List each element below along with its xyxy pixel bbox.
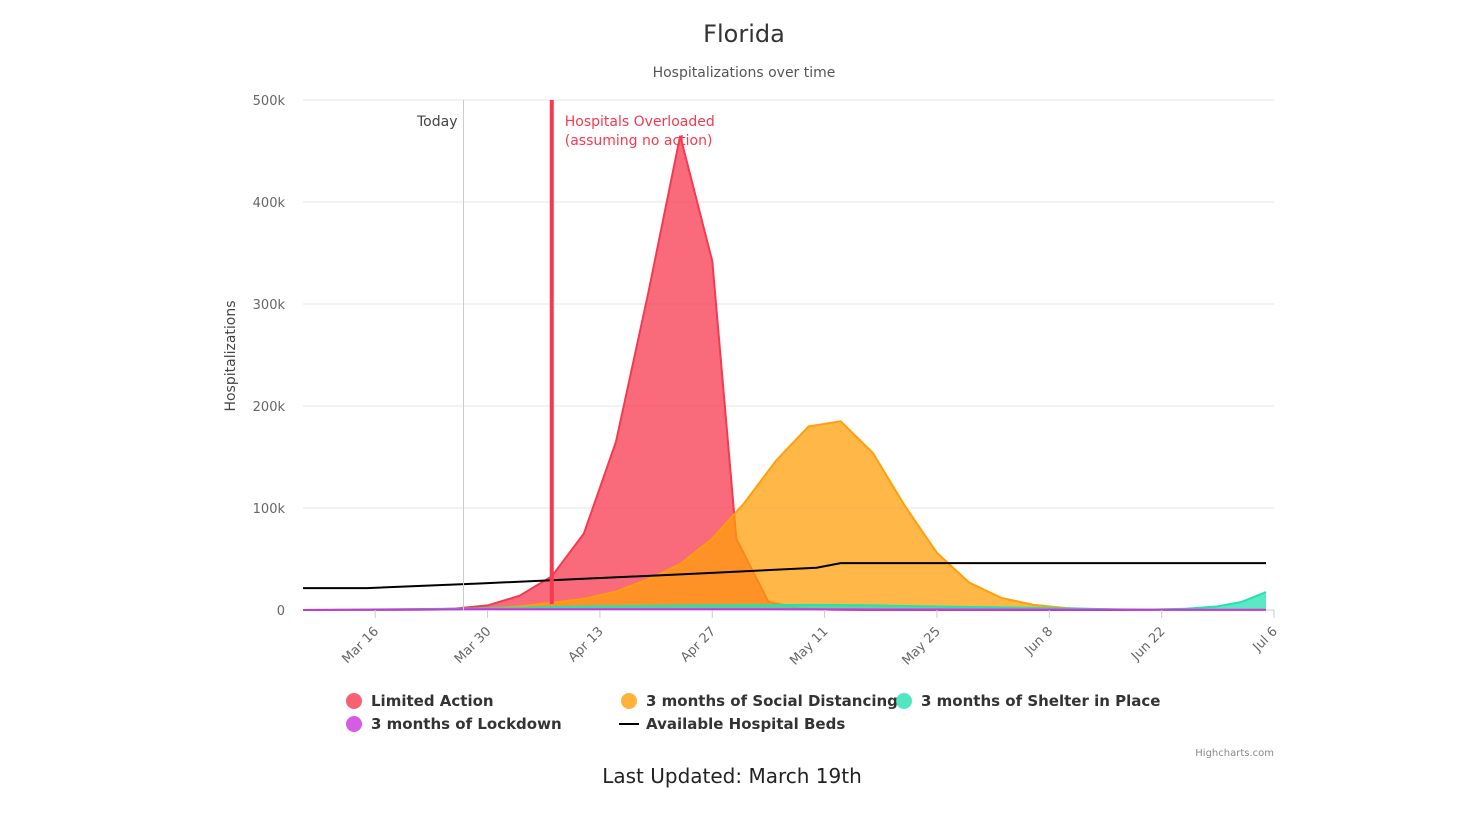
legend-label: Limited Action [371,692,494,710]
series-line-3-months-of-shelter-in-place [302,591,1267,611]
legend-item-available-hospital-beds[interactable]: Available Hospital Beds [619,715,845,733]
legend-item-limited-action[interactable]: Limited Action [346,692,494,710]
legend-item-3-months-of-shelter-in-place[interactable]: 3 months of Shelter in Place [896,692,1160,710]
series-line-available-hospital-beds [303,562,1266,590]
y-tick-label: 200k [253,400,286,415]
legend-circle-symbol [896,693,912,709]
legend-label: 3 months of Social Distancing [646,692,898,710]
legend-label: 3 months of Lockdown [371,715,562,733]
x-tick-label: May 25 [900,624,944,668]
y-tick-label: 0 [277,604,285,619]
y-tick-label: 400k [253,196,286,211]
y-tick-label: 500k [253,94,286,109]
x-tick-label: Mar 30 [452,624,495,667]
legend-circle-symbol [621,693,637,709]
overload-label: Hospitals Overloaded [565,114,715,130]
legend-label: 3 months of Shelter in Place [921,692,1160,710]
x-tick-label: Apr 27 [678,624,719,665]
legend-label: Available Hospital Beds [646,715,845,733]
legend-circle-symbol [346,716,362,732]
overload-label: (assuming no action) [565,133,713,149]
series-area-3-months-of-shelter-in-place [303,592,1266,610]
y-tick-label: 300k [253,298,286,313]
x-tick-label: Jun 22 [1128,624,1168,664]
x-tick-label: Mar 16 [339,624,382,667]
chart-title: Florida [703,20,785,48]
legend-item-3-months-of-social-distancing[interactable]: 3 months of Social Distancing [621,692,898,710]
x-tick-label: Jun 8 [1022,624,1056,658]
y-axis-title: Hospitalizations [223,300,239,411]
x-tick-label: Jul 6 [1250,624,1281,655]
today-label: Today [416,114,458,130]
last-updated-text: Last Updated: March 19th [602,764,862,788]
y-tick-label: 100k [253,502,286,517]
legend: Limited Action 3 months of Social Distanc… [346,692,1160,733]
legend-circle-symbol [346,693,362,709]
series-line-3-months-of-lockdown [302,608,1267,611]
legend-item-3-months-of-lockdown[interactable]: 3 months of Lockdown [346,715,562,733]
series-layer [302,135,1267,611]
highcharts-credits[interactable]: Highcharts.com [1195,748,1274,759]
series-area-3-months-of-social-distancing [303,421,1266,610]
x-tick-label: Apr 13 [566,624,607,665]
chart-subtitle: Hospitalizations over time [653,65,836,81]
x-tick-label: May 11 [787,624,831,668]
plot-lines: Today Hospitals Overloaded (assuming no ac… [416,100,715,610]
